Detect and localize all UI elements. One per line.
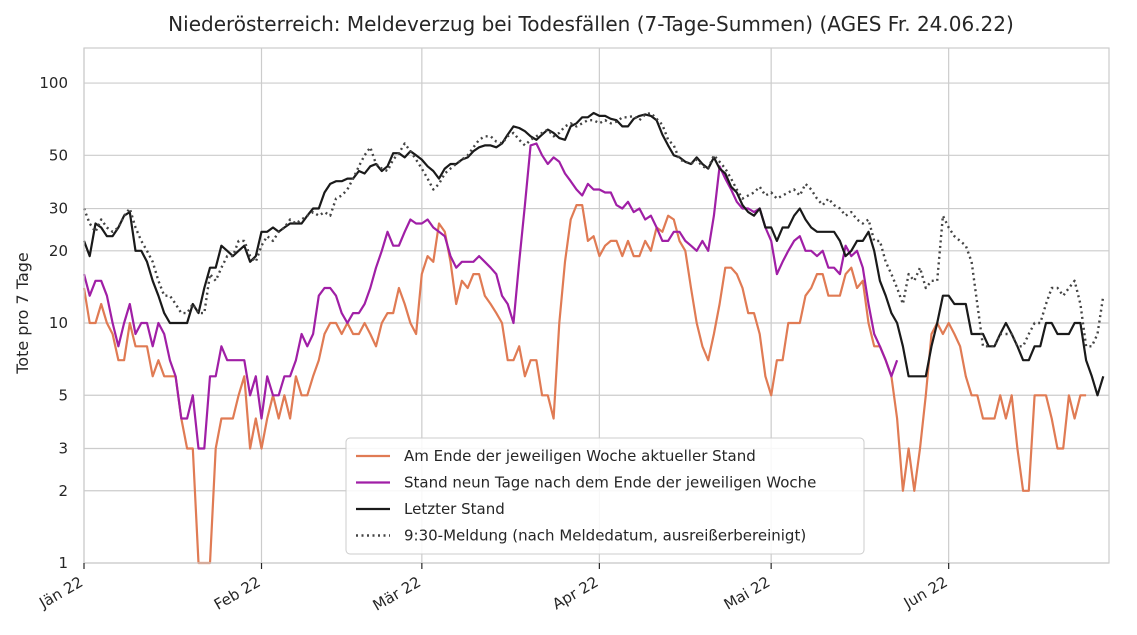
y-tick-label: 20 [49,242,68,260]
x-tick-label: Feb 22 [211,573,264,614]
legend-box [345,437,865,555]
y-tick-label: 30 [49,200,68,218]
y-axis-label: Tote pro 7 Tage [13,252,32,375]
y-tick-label: 100 [39,74,68,92]
legend: Am Ende der jeweiligen Woche aktueller S… [345,437,865,555]
y-tick-label: 10 [49,314,68,332]
x-tick-label: Apr 22 [549,573,601,613]
y-tick-label: 3 [58,440,68,458]
x-tick-label: Mai 22 [721,573,773,614]
y-ticks: 1 2 3 5 10 20 30 50 100 [39,74,68,572]
legend-label-2: Stand neun Tage nach dem Ende der jeweil… [404,474,816,492]
legend-label-1: Am Ende der jeweiligen Woche aktueller S… [404,447,756,465]
y-tick-label: 5 [58,386,68,404]
series-line-4 [82,111,1105,348]
y-tick-label: 2 [58,482,68,500]
legend-label-3: Letzter Stand [404,500,505,518]
series-group [82,111,1105,565]
series-line-1 [82,204,1087,565]
chart-title: Niederösterreich: Meldeverzug bei Todesf… [168,12,1014,36]
y-tick-label: 1 [58,554,68,572]
y-tick-label: 50 [49,146,68,164]
x-tick-label: Mär 22 [370,573,424,615]
legend-label-4: 9:30-Meldung (nach Meldedatum, ausreißer… [404,527,806,545]
series-line-3 [82,111,1105,397]
plot-frame [83,47,1110,564]
x-tick-label: Jän 22 [35,573,86,613]
x-tick-label: Jun 22 [900,573,951,613]
x-ticks: Jän 22 Feb 22 Mär 22 Apr 22 Mai 22 Jun 22 [35,563,951,615]
